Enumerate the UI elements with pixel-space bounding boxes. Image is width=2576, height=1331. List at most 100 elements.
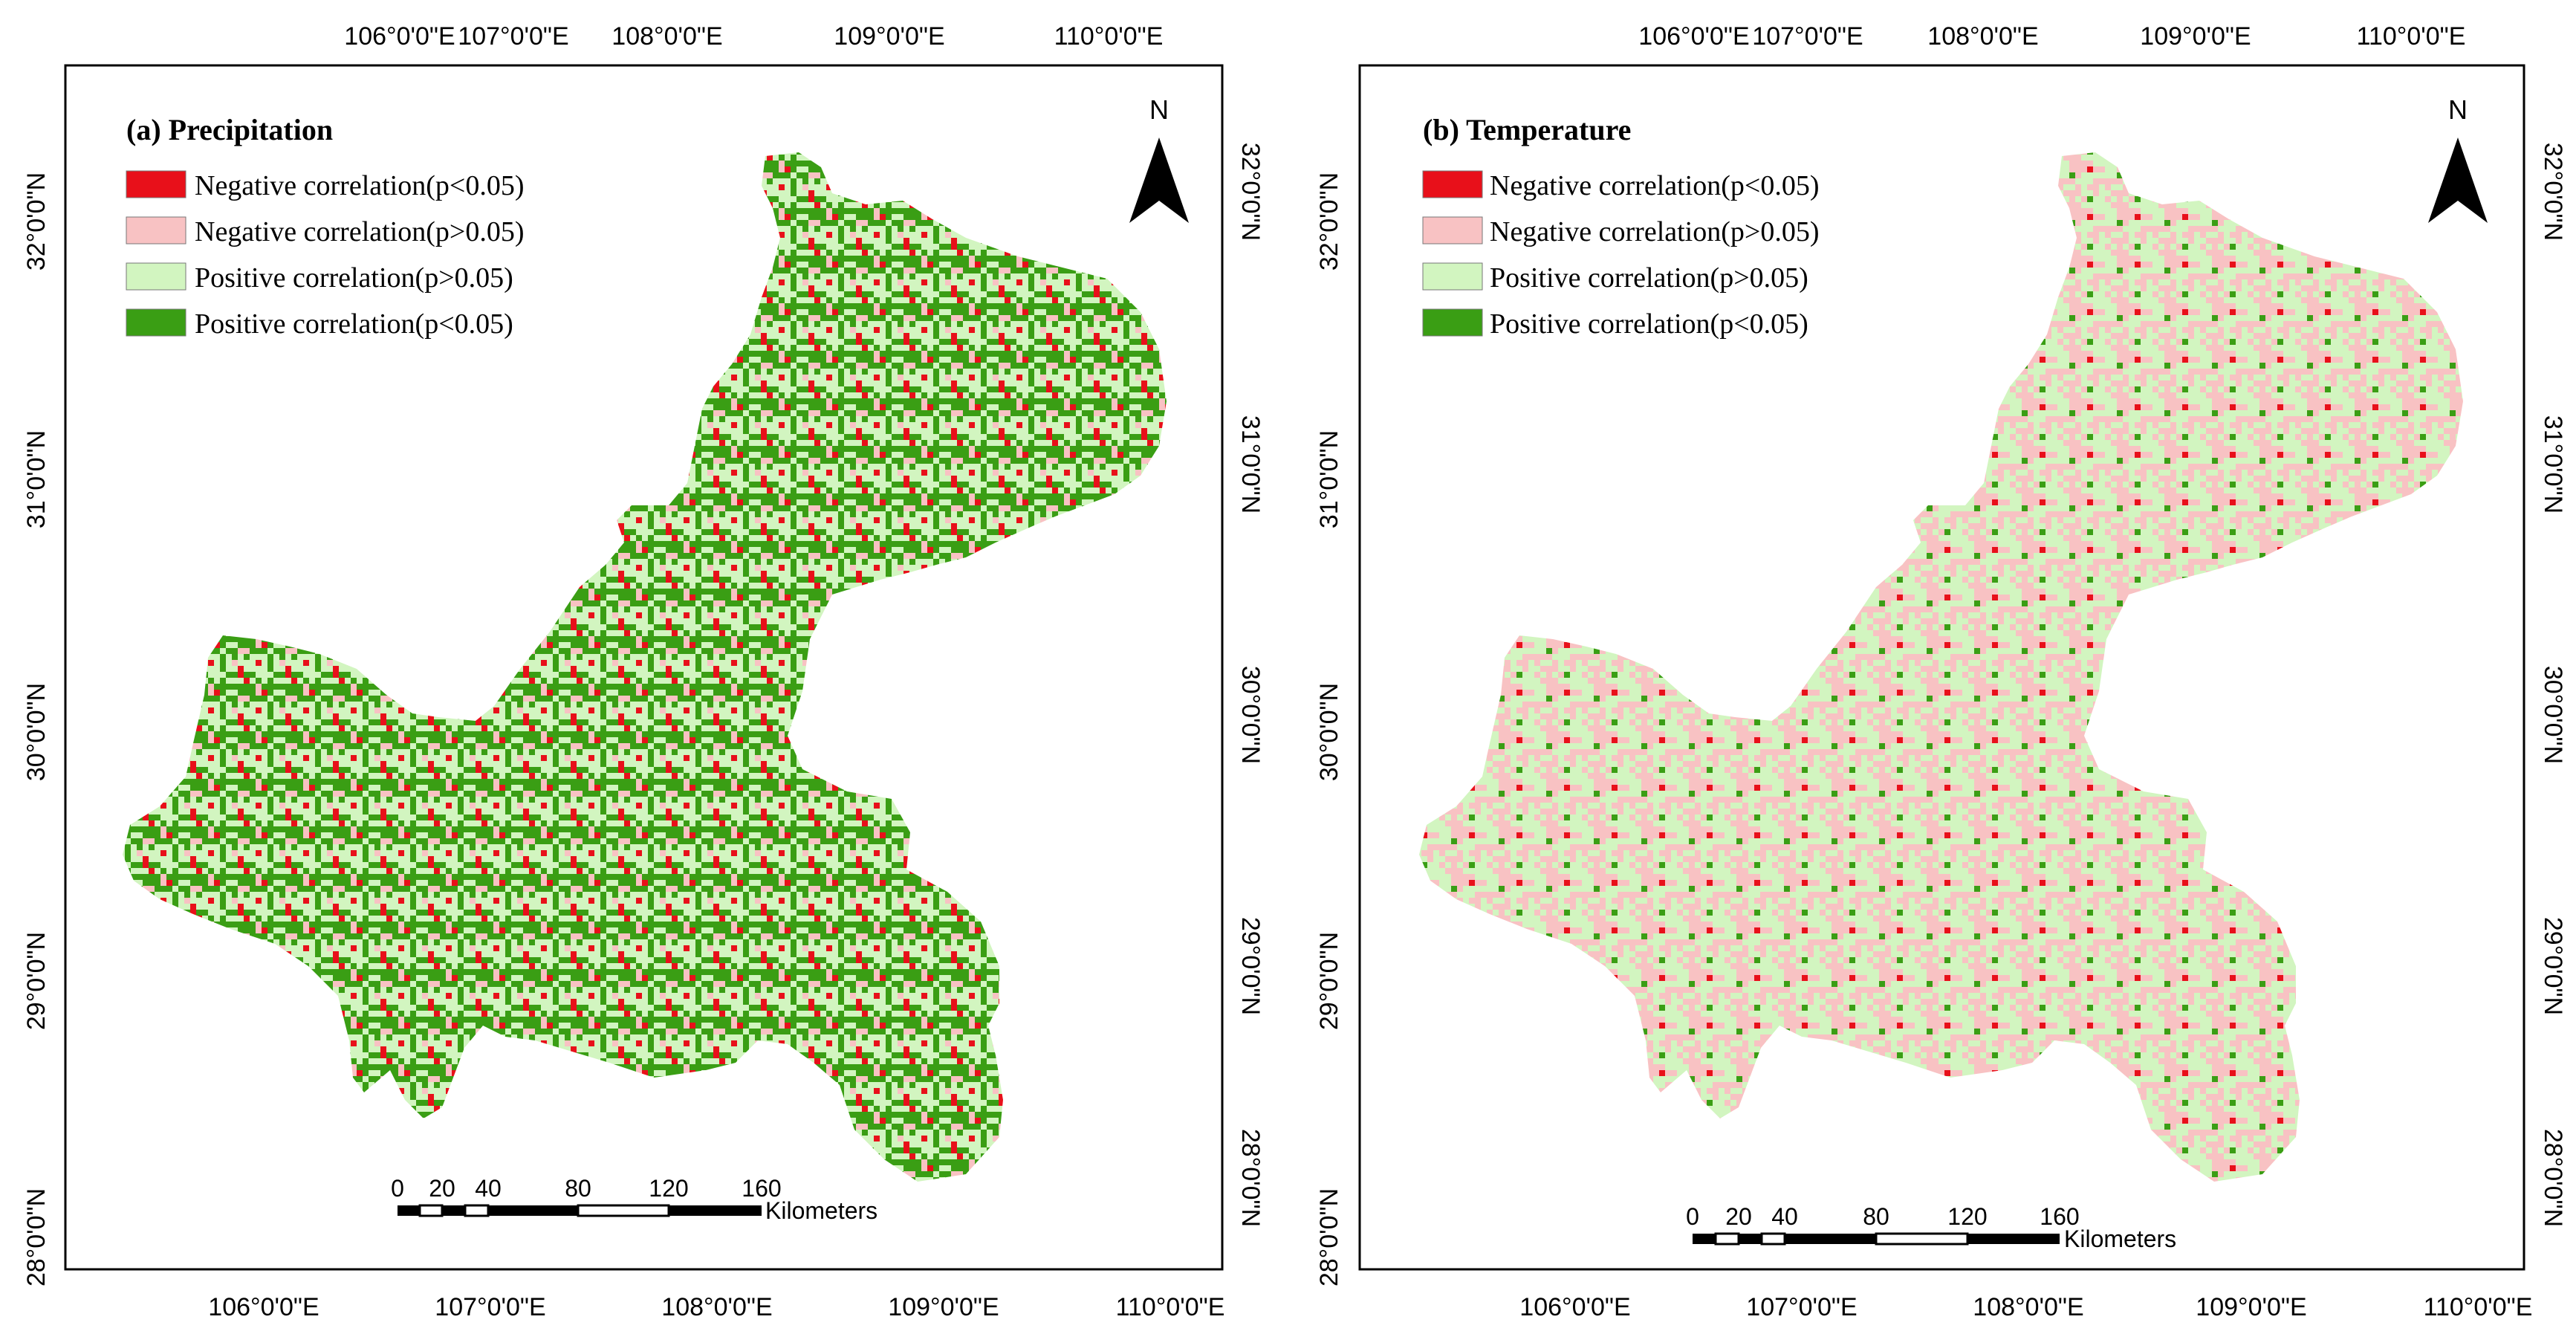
lat-label-right: 32°0'0"N xyxy=(2539,143,2567,241)
north-arrow-icon xyxy=(2428,137,2488,223)
lat-label-right: 30°0'0"N xyxy=(1236,666,1265,764)
scale-segment xyxy=(398,1205,420,1216)
scale-segment xyxy=(488,1205,578,1216)
scale-bar: 0 20 40 80 120 160 Kilometers xyxy=(391,1175,877,1224)
scale-segment xyxy=(577,1204,670,1217)
scale-segment xyxy=(1875,1232,1969,1246)
legend-swatch-neg-sig xyxy=(126,170,186,198)
north-arrow-label: N xyxy=(2448,94,2468,125)
scale-bar: 0 20 40 80 120 160 Kilometers xyxy=(1686,1203,2176,1252)
map-frame xyxy=(64,64,1224,1271)
lat-label-left: 31°0'0"N xyxy=(22,430,51,528)
lat-label-right: 31°0'0"N xyxy=(2539,415,2567,514)
lon-label-top: 107°0'0"E xyxy=(1752,22,1863,51)
lon-label-top: 106°0'0"E xyxy=(1638,22,1749,51)
region-raster-temperature xyxy=(1419,152,2463,1182)
scale-tick-label: 40 xyxy=(1771,1203,1798,1230)
lat-label-right: 30°0'0"N xyxy=(2539,666,2567,764)
map-frame xyxy=(1358,64,2525,1271)
scale-tick-label: 80 xyxy=(565,1175,591,1202)
legend-label: Negative correlation(p>0.05) xyxy=(1490,216,1819,247)
north-arrow-label: N xyxy=(1149,94,1169,125)
lat-label-right: 28°0'0"N xyxy=(1236,1129,1265,1227)
legend-swatch-neg-sig xyxy=(1422,170,1483,198)
lat-label-left: 30°0'0"N xyxy=(22,683,51,781)
legend: Negative correlation(p<0.05) Negative co… xyxy=(126,170,524,340)
region-raster-precipitation xyxy=(123,152,1167,1182)
lon-label-bottom: 110°0'0"E xyxy=(1116,1293,1225,1321)
lon-label-top: 106°0'0"E xyxy=(344,22,455,51)
panel-title: (b) Temperature xyxy=(1423,113,1631,146)
north-arrow: N xyxy=(2428,94,2488,223)
legend-label: Positive correlation(p>0.05) xyxy=(1490,262,1808,294)
lat-label-left: 29°0'0"N xyxy=(22,932,51,1030)
scale-segment xyxy=(1693,1234,1716,1244)
scale-segment xyxy=(1785,1234,1876,1244)
lat-label-left: 32°0'0"N xyxy=(1315,172,1343,271)
scale-segment xyxy=(418,1204,444,1217)
lon-label-bottom: 109°0'0"E xyxy=(888,1293,999,1321)
scale-tick-label: 80 xyxy=(1863,1203,1889,1230)
scale-tick-label: 40 xyxy=(475,1175,502,1202)
scale-segment xyxy=(669,1205,762,1216)
scale-tick-label: 160 xyxy=(2040,1203,2079,1230)
legend: Negative correlation(p<0.05) Negative co… xyxy=(1422,170,1819,340)
panel-precipitation: 106°0'0"E 107°0'0"E 108°0'0"E 109°0'0"E … xyxy=(22,22,1265,1321)
scale-tick-label: 20 xyxy=(1725,1203,1752,1230)
legend-label: Positive correlation(p>0.05) xyxy=(195,262,513,294)
lon-label-top: 107°0'0"E xyxy=(458,22,568,51)
north-arrow: N xyxy=(1129,94,1189,223)
lat-label-right: 29°0'0"N xyxy=(1236,917,1265,1015)
legend-swatch-neg-nonsig xyxy=(126,216,186,244)
scale-tick-label: 20 xyxy=(429,1175,455,1202)
lon-label-top: 110°0'0"E xyxy=(1054,22,1164,51)
legend-swatch-pos-nonsig xyxy=(1422,262,1483,291)
scale-segment xyxy=(464,1204,490,1217)
lat-label-left: 30°0'0"N xyxy=(1315,683,1343,781)
lon-label-top: 110°0'0"E xyxy=(2357,22,2466,51)
lat-label-right: 31°0'0"N xyxy=(1236,415,1265,514)
lat-label-left: 29°0'0"N xyxy=(1315,932,1343,1030)
panel-temperature: 106°0'0"E 107°0'0"E 108°0'0"E 109°0'0"E … xyxy=(1315,22,2567,1321)
lon-label-bottom: 106°0'0"E xyxy=(208,1293,319,1321)
lon-label-bottom: 108°0'0"E xyxy=(1973,1293,2083,1321)
scale-tick-label: 120 xyxy=(1947,1203,1987,1230)
lon-label-top: 109°0'0"E xyxy=(2140,22,2251,51)
lon-label-bottom: 110°0'0"E xyxy=(2424,1293,2533,1321)
lon-label-bottom: 107°0'0"E xyxy=(1746,1293,1857,1321)
scale-segment xyxy=(1714,1232,1740,1246)
lat-label-left: 28°0'0"N xyxy=(22,1188,51,1286)
lon-label-bottom: 107°0'0"E xyxy=(435,1293,545,1321)
lon-label-top: 108°0'0"E xyxy=(611,22,722,51)
lat-label-left: 31°0'0"N xyxy=(1315,430,1343,528)
legend-swatch-pos-sig xyxy=(126,308,186,337)
lat-label-right: 29°0'0"N xyxy=(2539,917,2567,1015)
panel-title: (a) Precipitation xyxy=(126,113,333,146)
legend-swatch-pos-nonsig xyxy=(126,262,186,291)
lat-label-left: 28°0'0"N xyxy=(1315,1188,1343,1286)
scale-segment xyxy=(442,1205,465,1216)
scale-segment xyxy=(1967,1234,2060,1244)
lat-label-right: 28°0'0"N xyxy=(2539,1129,2567,1227)
scale-unit-label: Kilometers xyxy=(2064,1225,2176,1252)
scale-tick-label: 160 xyxy=(742,1175,781,1202)
lon-label-bottom: 109°0'0"E xyxy=(2196,1293,2306,1321)
scale-tick-label: 0 xyxy=(1686,1203,1699,1230)
north-arrow-icon xyxy=(1129,137,1189,223)
lon-label-bottom: 106°0'0"E xyxy=(1519,1293,1630,1321)
legend-swatch-pos-sig xyxy=(1422,308,1483,337)
lat-label-right: 32°0'0"N xyxy=(1236,143,1265,241)
legend-swatch-neg-nonsig xyxy=(1422,216,1483,244)
scale-segment xyxy=(1739,1234,1762,1244)
scale-tick-label: 120 xyxy=(649,1175,688,1202)
legend-label: Negative correlation(p>0.05) xyxy=(195,216,524,247)
lon-label-top: 109°0'0"E xyxy=(834,22,944,51)
scale-tick-label: 0 xyxy=(391,1175,404,1202)
legend-label: Positive correlation(p<0.05) xyxy=(195,308,513,340)
lon-label-top: 108°0'0"E xyxy=(1927,22,2038,51)
lon-label-bottom: 108°0'0"E xyxy=(661,1293,772,1321)
legend-label: Negative correlation(p<0.05) xyxy=(195,170,524,201)
lat-label-left: 32°0'0"N xyxy=(22,172,51,271)
legend-label: Negative correlation(p<0.05) xyxy=(1490,170,1819,201)
